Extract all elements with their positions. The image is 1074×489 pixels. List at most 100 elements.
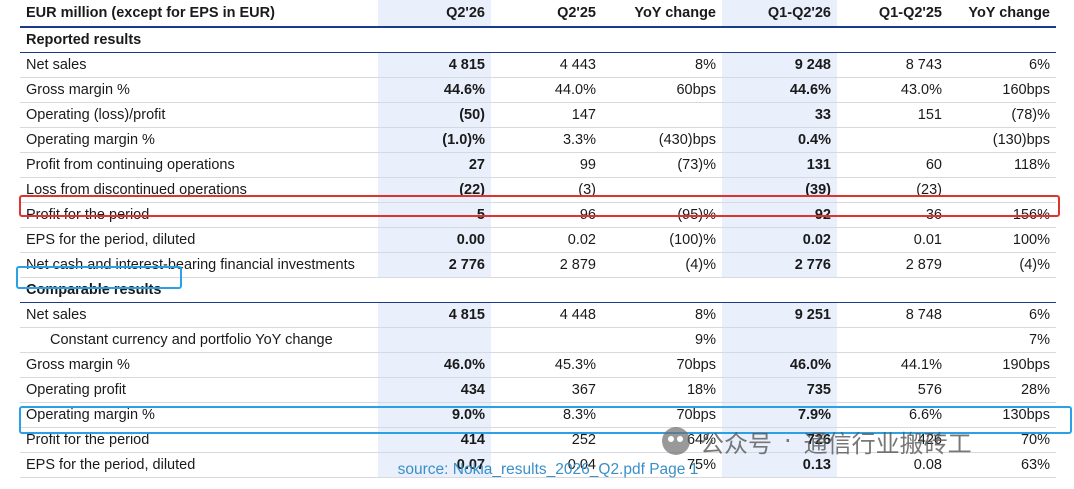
table-row: Net cash and interest-bearing financial … [20, 252, 1056, 278]
table-cell: 0.00 [378, 227, 491, 253]
table-cell [837, 327, 948, 353]
table-cell: (50) [378, 102, 491, 128]
table-cell: 99 [491, 152, 602, 178]
table-cell [491, 327, 602, 353]
table-row: Gross margin % 44.6% 44.0% 60bps 44.6% 43.0% 1… [20, 77, 1056, 103]
table-cell: 28% [948, 377, 1056, 403]
financial-table-frame: EUR million (except for EPS in EUR) Q2'2… [20, 0, 1056, 478]
watermark: 公众号 · 通信行业搬砖工 [662, 424, 972, 458]
section-heading-comparable: Comparable results [20, 277, 1056, 303]
row-label: Gross margin % [20, 77, 378, 103]
row-label: Loss from discontinued operations [20, 177, 378, 203]
table-header-row: EUR million (except for EPS in EUR) Q2'2… [20, 0, 1056, 28]
table-cell [602, 177, 722, 203]
table-cell [948, 177, 1056, 203]
financial-results-table: EUR million (except for EPS in EUR) Q2'2… [20, 0, 1056, 478]
table-cell: 726 [722, 427, 837, 453]
table-row: Profit from continuing operations 27 99 (73… [20, 152, 1056, 178]
header-label: EUR million (except for EPS in EUR) [20, 0, 378, 28]
table-cell: 44.1% [837, 352, 948, 378]
row-label: Profit for the period [20, 427, 378, 453]
table-cell: 60 [837, 152, 948, 178]
table-cell: 43.0% [837, 77, 948, 103]
row-label: Constant currency and portfolio YoY chan… [20, 327, 378, 353]
table-cell: 63% [948, 452, 1056, 478]
table-cell: 45.3% [491, 352, 602, 378]
row-label: Operating profit [20, 377, 378, 403]
table-row: Operating margin % (1.0)% 3.3% (430)bps 0.4%… [20, 127, 1056, 153]
highlight-box-reported-profit [19, 195, 1060, 217]
table-cell: (22) [378, 177, 491, 203]
table-cell: 8 748 [837, 302, 948, 328]
source-caption: source: Nokia_results_2026_Q2.pdf Page 1 [397, 461, 699, 478]
row-label: Operating margin % [20, 127, 378, 153]
watermark-separator: · [784, 427, 792, 455]
table-row: Profit for the period 414 252 64% 726 426 70% [20, 427, 1056, 453]
table-cell: 2 879 [837, 252, 948, 278]
table-cell: 7% [948, 327, 1056, 353]
table-row: Operating profit 434 367 18% 735 576 28% [20, 377, 1056, 403]
table-cell: (1.0)% [378, 127, 491, 153]
table-cell: 6% [948, 302, 1056, 328]
table-cell: (100)% [602, 227, 722, 253]
table-cell: 60bps [602, 77, 722, 103]
table-cell: (430)bps [602, 127, 722, 153]
table-cell: 9 251 [722, 302, 837, 328]
table-cell: 8% [602, 302, 722, 328]
table-cell: 0.4% [722, 127, 837, 153]
section-heading-reported: Reported results [20, 27, 1056, 53]
table-cell: (4)% [602, 252, 722, 278]
table-cell: 44.6% [378, 77, 491, 103]
table-cell: 2 776 [378, 252, 491, 278]
row-label: Profit from continuing operations [20, 152, 378, 178]
table-row: Loss from discontinued operations (22) (3)… [20, 177, 1056, 203]
table-cell: 4 815 [378, 52, 491, 78]
table-cell: 151 [837, 102, 948, 128]
watermark-text-2: 通信行业搬砖工 [803, 429, 972, 458]
table-cell: 367 [491, 377, 602, 403]
table-cell: 100% [948, 227, 1056, 253]
table-cell: (4)% [948, 252, 1056, 278]
table-row: Operating (loss)/profit (50) 147 33 151 (78)% [20, 102, 1056, 128]
row-label: Net sales [20, 52, 378, 78]
table-cell: 4 443 [491, 52, 602, 78]
table-cell: (130)bps [948, 127, 1056, 153]
table-cell: 2 776 [722, 252, 837, 278]
table-cell: 576 [837, 377, 948, 403]
table-cell: 75% [602, 452, 722, 478]
row-label: Net cash and interest-bearing financial … [20, 252, 378, 278]
table-cell: 190bps [948, 352, 1056, 378]
table-cell: 160bps [948, 77, 1056, 103]
header-col-yoy-h1: YoY change [948, 0, 1056, 28]
table-cell: 3.3% [491, 127, 602, 153]
table-cell: 46.0% [722, 352, 837, 378]
table-row: EPS for the period, diluted 0.00 0.02 (100)… [20, 227, 1056, 253]
header-col-q2-26: Q2'26 [378, 0, 491, 28]
table-cell: 4 815 [378, 302, 491, 328]
table-cell: 64% [602, 427, 722, 453]
table-cell: (73)% [602, 152, 722, 178]
table-cell: (3) [491, 177, 602, 203]
table-cell: 0.07 [378, 452, 491, 478]
table-cell: 18% [602, 377, 722, 403]
table-cell: 0.13 [722, 452, 837, 478]
table-cell: (23) [837, 177, 948, 203]
table-cell: 147 [491, 102, 602, 128]
table-cell: 0.08 [837, 452, 948, 478]
table-cell: 426 [837, 427, 948, 453]
table-cell: 735 [722, 377, 837, 403]
watermark-text-1: 公众号 [700, 429, 772, 458]
table-cell [378, 327, 491, 353]
table-cell: 414 [378, 427, 491, 453]
header-col-yoy: YoY change [602, 0, 722, 28]
row-label: Net sales [20, 302, 378, 328]
table-cell: 252 [491, 427, 602, 453]
table-cell: 70% [948, 427, 1056, 453]
header-col-q2-25: Q2'25 [491, 0, 602, 28]
table-row: Net sales 4 815 4 448 8% 9 251 8 748 6% [20, 302, 1056, 328]
section-title-comparable: Comparable results [20, 277, 1056, 303]
table-cell: 33 [722, 102, 837, 128]
table-cell: 0.01 [837, 227, 948, 253]
table-cell: 0.02 [491, 227, 602, 253]
table-cell: 70bps [602, 352, 722, 378]
